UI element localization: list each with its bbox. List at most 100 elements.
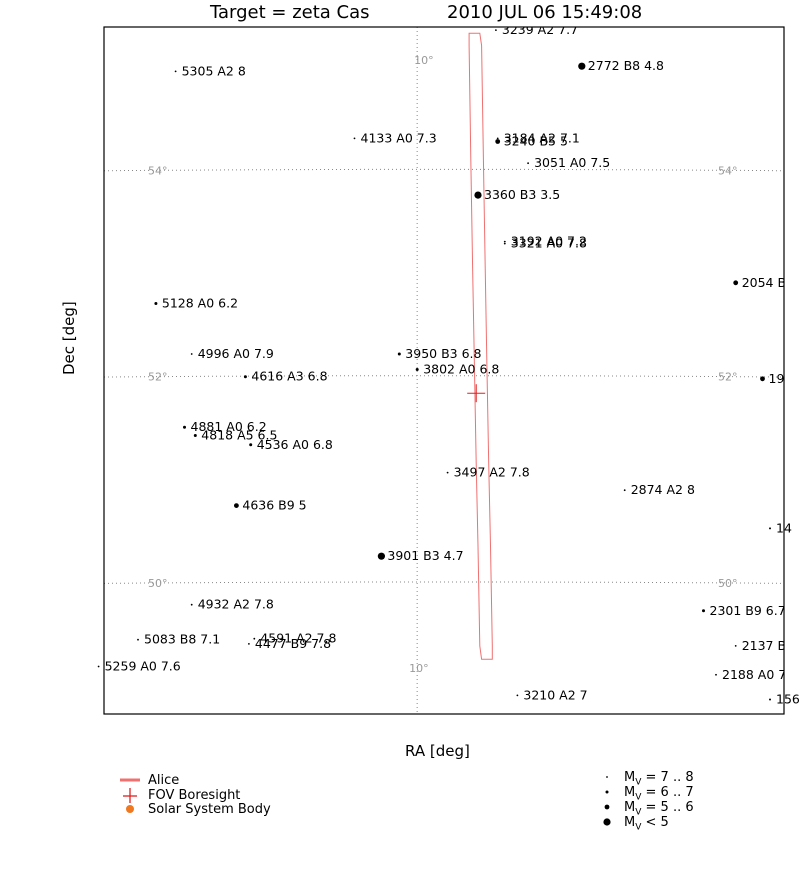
star-label-4881: 4881 A0 6.2: [191, 419, 267, 434]
y-axis-label: Dec [deg]: [60, 301, 78, 375]
legend-item-boresight: FOV Boresight: [120, 788, 240, 808]
star-3192: [503, 240, 506, 243]
star-2874: [623, 489, 626, 492]
dec-grid-label-right: 54°: [718, 164, 738, 177]
ra-grid-label-top: 10°: [414, 54, 434, 67]
legend-item-solar-body: Solar System Body: [120, 802, 271, 820]
star-label-2772: 2772 B8 4.8: [588, 58, 664, 73]
star-label-2301: 2301 B9 6.7: [710, 603, 786, 618]
dec-grid-label-left: 50°: [148, 577, 168, 590]
star-label-5305: 5305 A2 8: [182, 63, 246, 78]
star-2772: [578, 62, 586, 70]
boresight-plus-icon: [123, 788, 137, 803]
star-label-3240: 3240 B5 5: [504, 134, 568, 149]
star-3901: [377, 552, 385, 560]
star-4636: [234, 503, 239, 508]
star-label-2874: 2874 A2 8: [631, 482, 695, 497]
solar-body-dot-icon: [126, 805, 134, 813]
star-2054: [733, 280, 739, 286]
star-2188: [715, 673, 717, 676]
star-label-3901: 3901 B3 4.7: [387, 548, 463, 563]
star-3360: [474, 191, 482, 199]
target-label: Target = zeta Cas: [210, 2, 370, 23]
dec-grid-label-left: 52°: [148, 371, 168, 384]
star-3051: [527, 162, 529, 165]
star-3802: [415, 368, 419, 371]
mag-lt-5-dot-icon: [603, 818, 611, 826]
edge-label-0: 14: [776, 520, 792, 535]
star-4477: [248, 643, 250, 645]
star-label-4536: 4536 A0 6.8: [257, 437, 333, 452]
star-label-4133: 4133 A0 7.3: [361, 130, 437, 145]
star-label-2188: 2188 A0 7.9: [722, 667, 798, 682]
legend-item-fov: Alice: [120, 773, 179, 789]
dec-grid-label-right: 50°: [718, 577, 738, 590]
star-5128: [154, 302, 158, 305]
star-label-3051: 3051 A0 7.5: [534, 155, 610, 170]
star-label-3360: 3360 B3 3.5: [484, 187, 560, 202]
x-axis-label: RA [deg]: [405, 742, 470, 760]
star-label-4932: 4932 A2 7.8: [198, 597, 274, 612]
legend-label-boresight: FOV Boresight: [148, 788, 241, 803]
mag-6-7-dot-icon: [605, 790, 609, 794]
star-4616: [243, 375, 247, 379]
star-label-5083: 5083 B8 7.1: [144, 632, 220, 647]
star-label-5128: 5128 A0 6.2: [162, 296, 238, 311]
star-2301: [702, 609, 705, 613]
dec-grid-label-left: 54°: [148, 164, 168, 177]
star-label-2137: 2137 B8 8: [742, 638, 800, 653]
star-label-5259: 5259 A0 7.6: [105, 659, 181, 674]
star-4818: [193, 434, 197, 437]
star-3950: [397, 352, 401, 356]
mag-7-8-dot-icon: [606, 776, 608, 778]
star-4996: [190, 353, 193, 355]
star-label-3184: 3184 A2 7.1: [504, 130, 580, 145]
star-label-3210: 3210 A2 7: [523, 687, 587, 702]
star-3239: [495, 29, 497, 31]
star-3321: [503, 242, 506, 245]
mag-lt-5-label: < 5: [641, 815, 669, 830]
mag-5-6-dot-icon: [604, 804, 610, 810]
star-5305: [174, 70, 177, 73]
star-2137: [734, 645, 737, 647]
star-label-4996: 4996 A0 7.9: [198, 346, 274, 361]
star-label-3321: 3321 A0 7.8: [511, 236, 587, 251]
star-3210: [516, 694, 519, 697]
star-label-1976: 1976 B3 5.2: [769, 371, 800, 386]
star-4133: [353, 137, 356, 140]
dec-grid-line: [104, 168, 784, 172]
plot-frame: [103, 26, 785, 715]
fov-outline-alice: [468, 32, 493, 660]
dec-grid-line: [104, 581, 784, 584]
star-3497: [446, 471, 449, 474]
star-1976: [760, 376, 765, 382]
mag-5-6-label: = 5 .. 6: [641, 800, 694, 815]
dec-grid-line: [104, 375, 784, 378]
star-4536: [249, 443, 253, 447]
star-label-4477: 4477 B9 7.8: [255, 636, 331, 651]
fov-line-icon: [120, 778, 140, 782]
star-3240: [495, 139, 501, 144]
star-5259: [97, 665, 100, 668]
datetime-label: 2010 JUL 06 15:49:08: [447, 2, 643, 23]
star-label-4616: 4616 A3 6.8: [251, 369, 327, 384]
edge-star-1: [769, 698, 771, 701]
star-label-3239: 3239 A2 7.7: [502, 22, 578, 37]
star-label-3950: 3950 B3 6.8: [405, 346, 481, 361]
dec-grid-label-right: 52°: [718, 371, 738, 384]
star-label-4636: 4636 B9 5: [242, 498, 306, 513]
mag-7-8-label: = 7 .. 8: [641, 770, 694, 785]
star-label-3497: 3497 A2 7.8: [454, 465, 530, 480]
edge-star-0: [769, 527, 771, 530]
legend-label-fov: Alice: [148, 773, 180, 788]
star-4591: [253, 637, 256, 640]
star-3184: [496, 137, 499, 140]
star-label-2054: 2054 B9 5.7: [742, 275, 800, 290]
legend-label-solar-body: Solar System Body: [148, 802, 271, 817]
star-label-3802: 3802 A0 6.8: [423, 362, 499, 377]
star-4932: [190, 603, 193, 606]
mag-6-7-label: = 6 .. 7: [641, 785, 694, 800]
star-label-4818: 4818 A5 6.5: [201, 428, 277, 443]
star-label-3192: 3192 A0 7.2: [511, 234, 587, 249]
